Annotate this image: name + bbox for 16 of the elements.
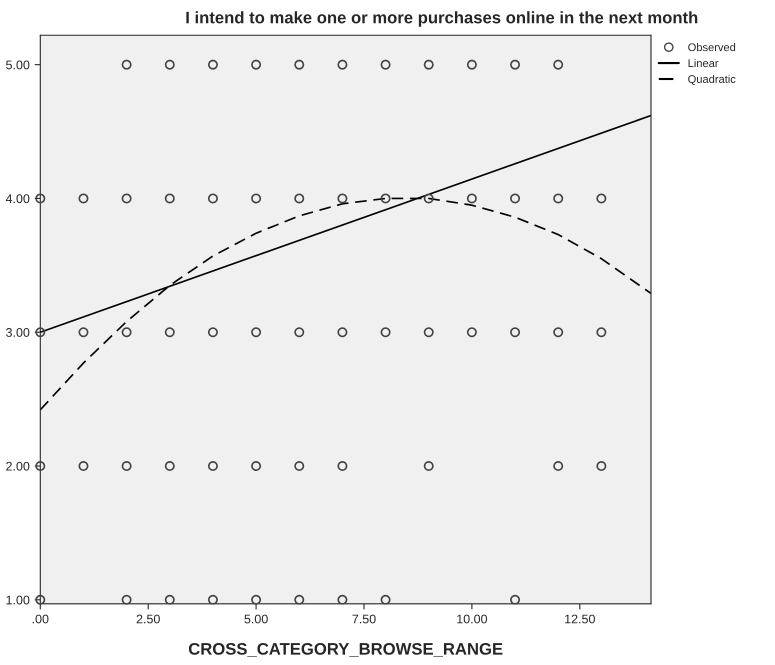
legend-label: Observed: [688, 43, 736, 52]
y-tick-label: 1.00: [6, 596, 30, 604]
x-tick-label: 2.50: [136, 614, 160, 624]
y-tick-label: 5.00: [6, 60, 30, 70]
y-tick-label: 4.00: [6, 194, 30, 204]
x-tick-label: 5.00: [244, 614, 268, 624]
x-tick-label: 12.50: [565, 614, 595, 624]
chart-title: I intend to make one or more purchases online in the next month: [186, 11, 698, 27]
x-tick-label: 10.00: [457, 614, 488, 624]
y-tick-label: 3.00: [6, 328, 30, 337]
x-tick-label: 7.50: [352, 614, 376, 624]
x-axis-title: CROSS_CATEGORY_BROWSE_RANGE: [188, 642, 502, 657]
legend-label: Linear: [688, 58, 718, 68]
legend-label: Quadratic: [688, 74, 736, 85]
y-tick-label: 2.00: [6, 462, 30, 471]
x-tick-label: .00: [32, 614, 48, 624]
